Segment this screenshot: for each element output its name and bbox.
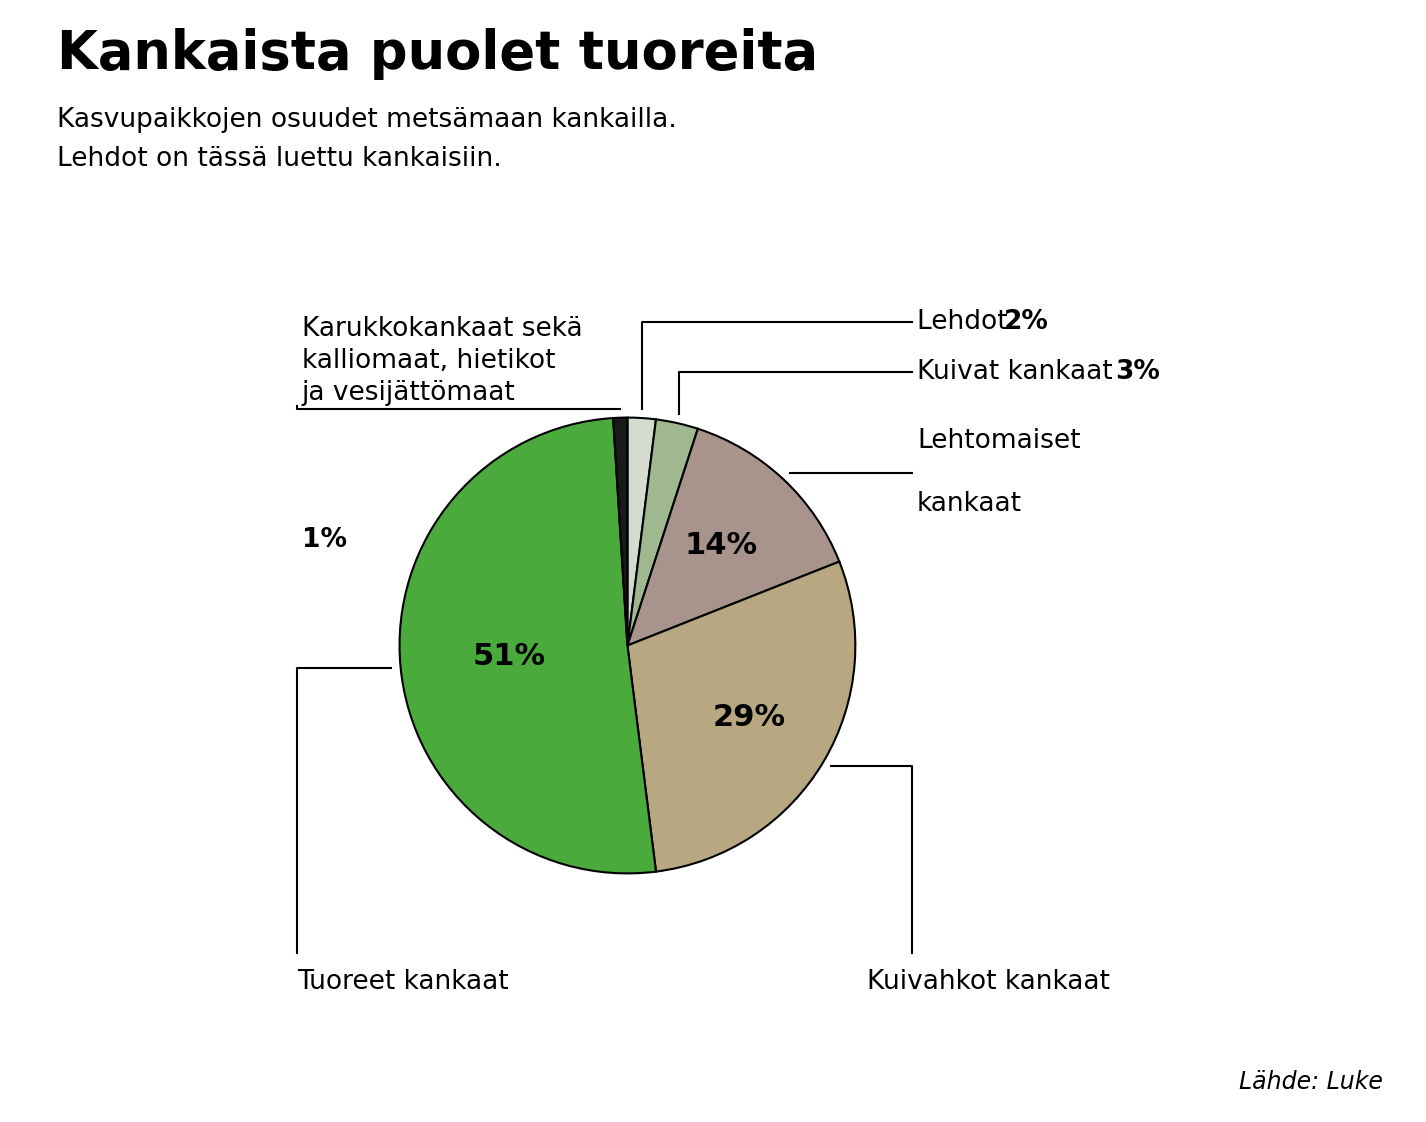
Text: 14%: 14%: [684, 532, 757, 560]
Text: 1%: 1%: [301, 527, 347, 553]
Text: Lehdot: Lehdot: [917, 309, 1015, 334]
Wedge shape: [627, 562, 856, 872]
Text: Lähde: Luke: Lähde: Luke: [1239, 1070, 1383, 1094]
Text: Kuivat kankaat: Kuivat kankaat: [917, 359, 1121, 385]
Text: Kankaista puolet tuoreita: Kankaista puolet tuoreita: [57, 28, 819, 80]
Text: Lehtomaiset: Lehtomaiset: [917, 429, 1081, 454]
Text: Kuivahkot kankaat: Kuivahkot kankaat: [867, 969, 1109, 995]
Wedge shape: [399, 419, 656, 873]
Wedge shape: [627, 417, 656, 645]
Text: Karukkokankaat sekä
kalliomaat, hietikot
ja vesijättömaat: Karukkokankaat sekä kalliomaat, hietikot…: [301, 316, 582, 406]
Wedge shape: [627, 429, 840, 645]
Wedge shape: [613, 417, 627, 645]
Wedge shape: [627, 420, 697, 645]
Text: Lehdot on tässä luettu kankaisiin.: Lehdot on tässä luettu kankaisiin.: [57, 146, 502, 172]
Text: 2%: 2%: [1004, 309, 1048, 334]
Text: 29%: 29%: [713, 702, 786, 732]
Text: Kasvupaikkojen osuudet metsämaan kankailla.: Kasvupaikkojen osuudet metsämaan kankail…: [57, 107, 677, 132]
Text: Tuoreet kankaat: Tuoreet kankaat: [297, 969, 509, 995]
Text: 3%: 3%: [1115, 359, 1159, 385]
Text: kankaat: kankaat: [917, 491, 1022, 517]
Text: 51%: 51%: [473, 642, 546, 671]
